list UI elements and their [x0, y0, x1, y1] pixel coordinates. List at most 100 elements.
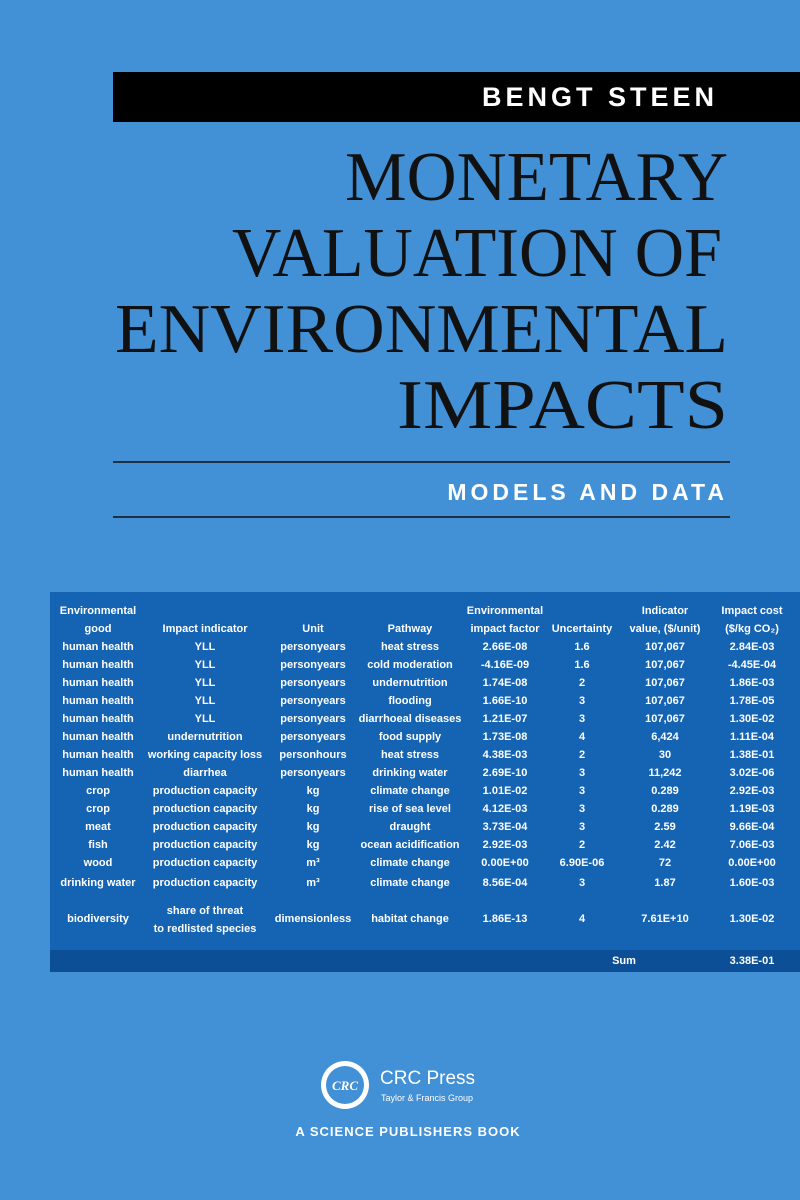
table-cell: 4.38E-03 — [483, 749, 528, 761]
table-cell: 3.73E-04 — [483, 821, 529, 833]
table-cell: ($/kg CO₂) — [725, 623, 779, 635]
table-cell: personhours — [279, 749, 346, 761]
table-cell: 3 — [579, 803, 585, 815]
table-cell: 4 — [579, 731, 586, 743]
table-cell: human health — [62, 641, 134, 653]
table-cell: food supply — [379, 731, 442, 743]
table-cell: Environmental — [467, 605, 543, 617]
table-cell: 107,067 — [645, 641, 685, 653]
table-cell: 1.74E-08 — [483, 677, 528, 689]
table-cell: 2.84E-03 — [730, 641, 775, 653]
table-cell: 1.66E-10 — [483, 695, 528, 707]
table-cell: m³ — [306, 857, 320, 869]
table-cell: 0.289 — [651, 803, 679, 815]
table-cell: Unit — [302, 623, 324, 635]
table-cell: undernutrition — [372, 677, 447, 689]
table-cell: 7.61E+10 — [641, 913, 688, 925]
table-cell: human health — [62, 767, 134, 779]
table-cell: 1.86E-13 — [483, 913, 528, 925]
table-cell: heat stress — [381, 749, 439, 761]
table-cell: 1.78E-05 — [730, 695, 775, 707]
table-cell: rise of sea level — [369, 803, 451, 815]
table-cell: meat — [85, 821, 111, 833]
table-cell: Indicator — [642, 605, 689, 617]
table-cell: production capacity — [153, 839, 258, 851]
title-line: IMPACTS — [397, 367, 728, 444]
table-cell: 1.01E-02 — [483, 785, 528, 797]
table-cell: drinking water — [60, 877, 136, 889]
table-cell: 1.86E-03 — [730, 677, 775, 689]
table-cell: Environmental — [60, 605, 136, 617]
table-cell: 1.19E-03 — [730, 803, 775, 815]
table-cell: -4.45E-04 — [728, 659, 777, 671]
table-cell: 107,067 — [645, 713, 685, 725]
sum-band — [50, 950, 800, 972]
series: A SCIENCE PUBLISHERS BOOK — [295, 1124, 520, 1139]
table-cell: climate change — [370, 857, 449, 869]
table-cell: biodiversity — [67, 913, 130, 925]
table-cell: YLL — [195, 713, 216, 725]
table-cell: human health — [62, 695, 134, 707]
table-cell: crop — [86, 803, 110, 815]
table-cell: human health — [62, 677, 134, 689]
table-cell: Impact cost — [721, 605, 782, 617]
table-cell: impact factor — [470, 623, 540, 635]
table-cell: heat stress — [381, 641, 439, 653]
table-cell: 2.59 — [654, 821, 675, 833]
table-cell: human health — [62, 731, 134, 743]
table-cell: fish — [88, 839, 108, 851]
table-cell: 3 — [579, 785, 585, 797]
table-cell: personyears — [280, 767, 345, 779]
table-cell: 0.289 — [651, 785, 679, 797]
table-cell: 3 — [579, 767, 585, 779]
table-cell: 2.69E-10 — [483, 767, 528, 779]
table-cell: 3 — [579, 695, 585, 707]
title-line: MONETARY — [345, 139, 728, 216]
table-cell: drinking water — [372, 767, 448, 779]
table-cell: personyears — [280, 713, 345, 725]
publisher-name: CRC Press — [380, 1068, 475, 1089]
table-cell: 1.6 — [574, 659, 589, 671]
table-cell: 1.11E-04 — [730, 731, 775, 743]
table-cell: 1.6 — [574, 641, 589, 653]
table-cell: working capacity loss — [147, 749, 262, 761]
table-cell: personyears — [280, 677, 345, 689]
table-cell: production capacity — [153, 821, 258, 833]
table-cell: kg — [307, 803, 320, 815]
table-cell: production capacity — [153, 785, 258, 797]
table-cell: personyears — [280, 695, 345, 707]
table-cell: flooding — [388, 695, 431, 707]
title-line: VALUATION OF — [232, 215, 722, 292]
table-cell: 4 — [579, 913, 586, 925]
table-cell: crop — [86, 785, 110, 797]
table-cell: 107,067 — [645, 659, 685, 671]
table-cell: YLL — [195, 695, 216, 707]
table-cell: 6,424 — [651, 731, 679, 743]
table-cell: value, ($/unit) — [630, 623, 701, 635]
table-cell: share of threat — [167, 905, 244, 917]
author-band — [113, 72, 800, 122]
table-bg — [50, 592, 800, 972]
logo-text: CRC — [332, 1078, 358, 1093]
table-cell: 30 — [659, 749, 671, 761]
table-cell: 6.90E-06 — [560, 857, 605, 869]
table-cell: YLL — [195, 677, 216, 689]
table-cell: 0.00E+00 — [728, 857, 775, 869]
table-cell: 3 — [579, 821, 585, 833]
table-cell: 2 — [579, 839, 585, 851]
table-cell: 1.30E-02 — [730, 913, 775, 925]
table-cell: diarrhoeal diseases — [359, 713, 462, 725]
table-cell: 9.66E-04 — [730, 821, 776, 833]
table-cell: draught — [390, 821, 431, 833]
table-cell: climate change — [370, 877, 449, 889]
table-cell: to redlisted species — [154, 923, 257, 935]
table-cell: 3.02E-06 — [730, 767, 775, 779]
table-cell: good — [85, 623, 112, 635]
table-cell: Uncertainty — [552, 623, 613, 635]
table-cell: production capacity — [153, 857, 258, 869]
table-cell: 11,242 — [648, 767, 681, 779]
table-cell: production capacity — [153, 803, 258, 815]
table-cell: 107,067 — [645, 695, 685, 707]
